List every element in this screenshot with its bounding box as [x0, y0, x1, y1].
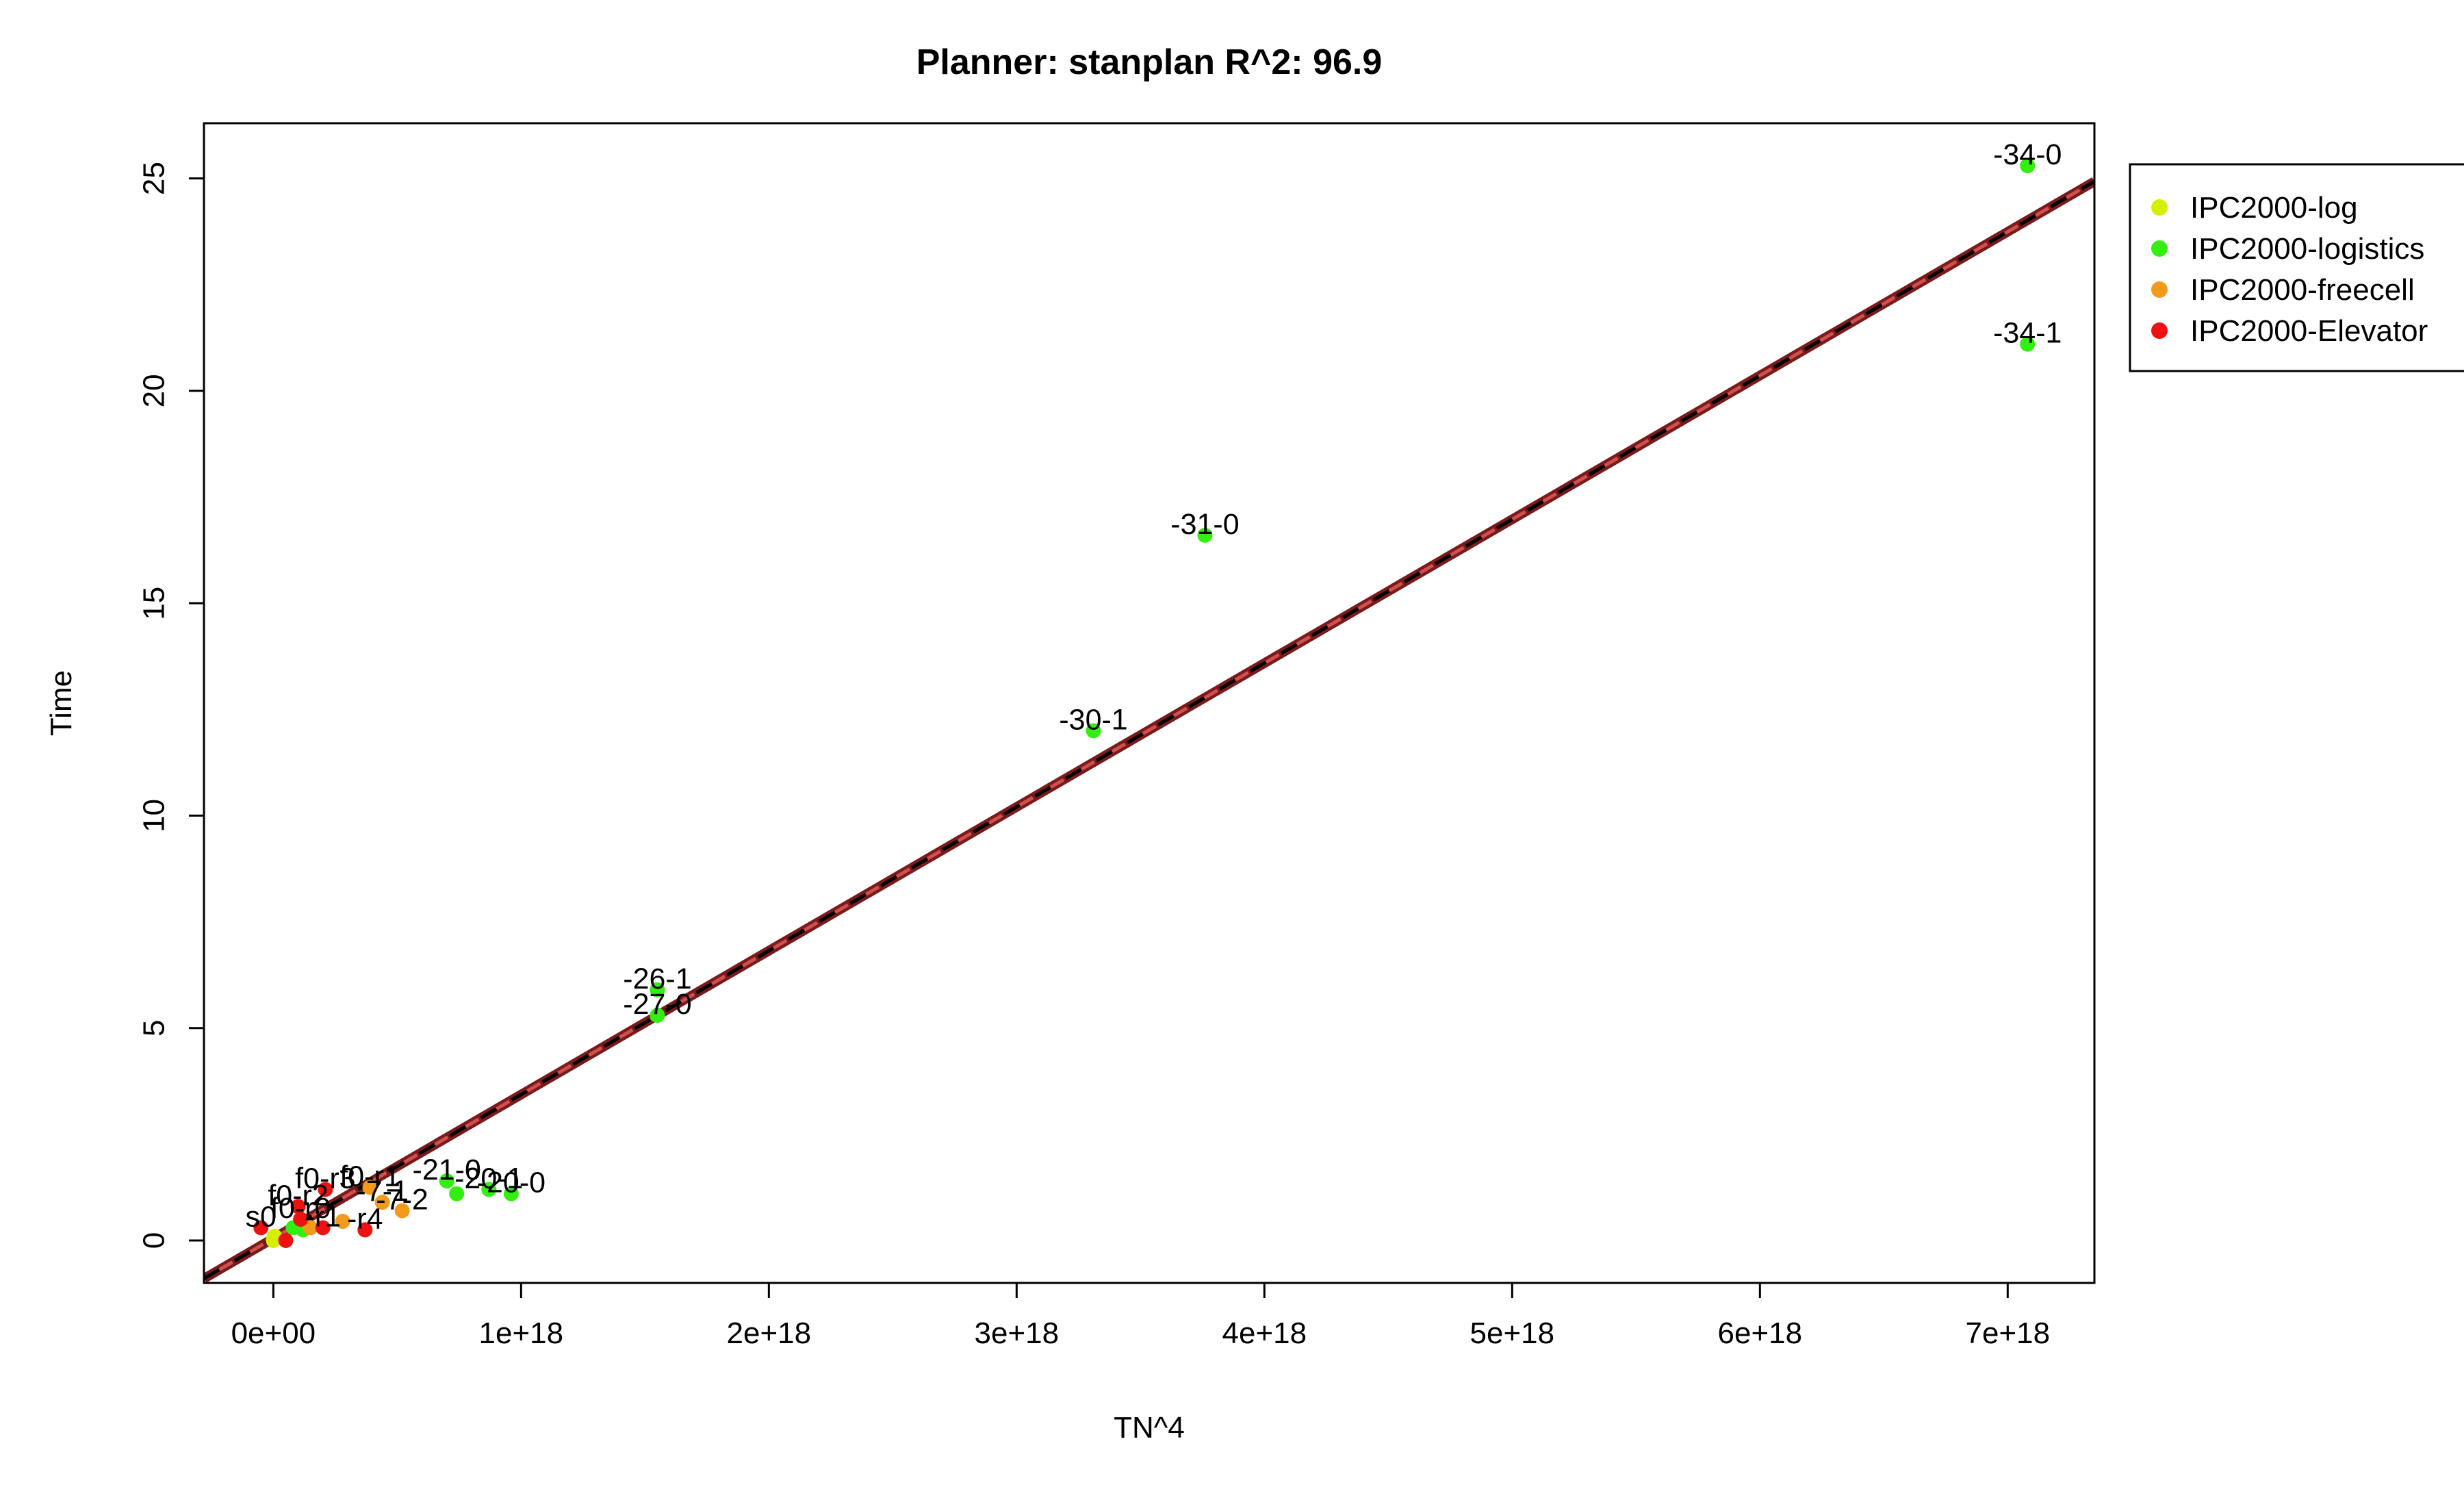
x-tick-label: 2e+18 [727, 1316, 812, 1350]
point-label: -7-2 [376, 1184, 428, 1217]
point-label: f0-r2 [268, 1179, 328, 1212]
x-tick-label: 4e+18 [1222, 1316, 1307, 1350]
legend-marker-3 [2151, 322, 2168, 339]
x-tick-label: 0e+00 [231, 1316, 316, 1350]
chart-title: Planner: stanplan R^2: 96.9 [916, 42, 1383, 82]
y-axis: 0 5 10 15 20 25 [138, 162, 204, 1249]
point-ipc2000-logistics-8 [481, 1182, 497, 1197]
legend-label: IPC2000-Elevator [2190, 314, 2428, 348]
point-label: s0 [246, 1200, 277, 1233]
point-ipc2000-logistics-6 [439, 1173, 454, 1189]
point-ipc2000-elevator-0 [318, 1182, 333, 1197]
x-axis-label: TN^4 [1114, 1411, 1185, 1445]
point-label: -20-1 [454, 1162, 523, 1195]
point-label: -30-1 [1059, 703, 1127, 736]
point-label: -34-0 [1993, 138, 2062, 171]
x-tick-label: 6e+18 [1718, 1316, 1803, 1350]
point-ipc2000-freecell-4 [335, 1214, 350, 1230]
x-tick-label: 1e+18 [479, 1316, 564, 1350]
legend-label: IPC2000-freecell [2190, 273, 2415, 307]
point-label: -7-1 [356, 1175, 408, 1208]
point-ipc2000-elevator-3 [293, 1211, 309, 1227]
legend-box [2129, 163, 2464, 372]
point-label: -20-0 [477, 1167, 546, 1199]
point-label: -21-0 [413, 1154, 481, 1186]
data-points [253, 158, 2036, 1248]
point-ipc2000-logistics-4 [650, 982, 665, 997]
y-tick-label: 20 [138, 374, 171, 407]
fit-lines [204, 177, 2094, 1283]
fit-line-2 [204, 179, 2094, 1280]
point-label: -r1 [305, 1200, 341, 1233]
point-ipc2000-freecell-0 [362, 1180, 378, 1195]
y-tick-label: 0 [138, 1232, 171, 1249]
legend-marker-0 [2151, 199, 2168, 216]
legend-label: IPC2000-logistics [2190, 232, 2424, 266]
point-ipc2000-freecell-2 [374, 1195, 390, 1210]
y-tick-label: 15 [138, 587, 171, 620]
point-ipc2000-logistics-9 [503, 1186, 519, 1201]
point-ipc2000-logistics-2 [1197, 527, 1213, 543]
x-tick-label: 3e+18 [975, 1316, 1060, 1350]
point-label: -34-1 [1993, 317, 2062, 350]
x-tick-label: 5e+18 [1470, 1316, 1555, 1350]
point-label: -27-0 [623, 988, 691, 1021]
y-tick-label: 10 [138, 799, 171, 832]
legend-marker-1 [2151, 240, 2168, 257]
point-label: f0-r1 [339, 1160, 400, 1193]
point-ipc2000-freecell-3 [303, 1220, 318, 1236]
point-ipc2000-elevator-5 [290, 1199, 306, 1214]
point-ipc2000-elevator-1 [357, 1222, 373, 1238]
point-ipc2000-elevator-4 [278, 1232, 294, 1248]
point-ipc2000-logistics-3 [1086, 723, 1101, 739]
y-tick-label: 5 [138, 1019, 171, 1036]
point-label: f0-r3 [295, 1162, 355, 1195]
y-axis-label: Time [44, 670, 78, 736]
point-ipc2000-elevator-6 [253, 1220, 269, 1236]
fit-line-1 [204, 179, 2094, 1280]
point-label: -r4 [347, 1202, 383, 1235]
legend-marker-2 [2151, 281, 2168, 298]
point-ipc2000-logistics-0 [2020, 158, 2036, 174]
point-labels: -34-0 -34-1 -31-0 -30-1 -26-1-27-0 -21-0-20-1… [246, 138, 2062, 1235]
point-ipc2000-freecell-1 [394, 1203, 410, 1219]
x-axis: 0e+00 1e+18 2e+18 3e+18 4e+18 5e+18 6e+18 7e+18 [231, 1282, 2051, 1350]
point-label: f0-r0 [270, 1192, 331, 1225]
legend-label: IPC2000-log [2190, 191, 2358, 225]
legend: IPC2000-log IPC2000-logistics IPC2000-free… [2129, 163, 2464, 372]
x-tick-label: 7e+18 [1966, 1316, 2051, 1350]
point-ipc2000-elevator-2 [315, 1220, 331, 1236]
point-label: -26-1 [623, 963, 691, 995]
y-tick-label: 25 [138, 162, 171, 195]
point-ipc2000-logistics-7 [449, 1186, 465, 1201]
point-ipc2000-logistics-1 [2020, 336, 2036, 352]
point-ipc2000-logistics-5 [650, 1008, 665, 1023]
point-label: -31-0 [1170, 508, 1239, 541]
